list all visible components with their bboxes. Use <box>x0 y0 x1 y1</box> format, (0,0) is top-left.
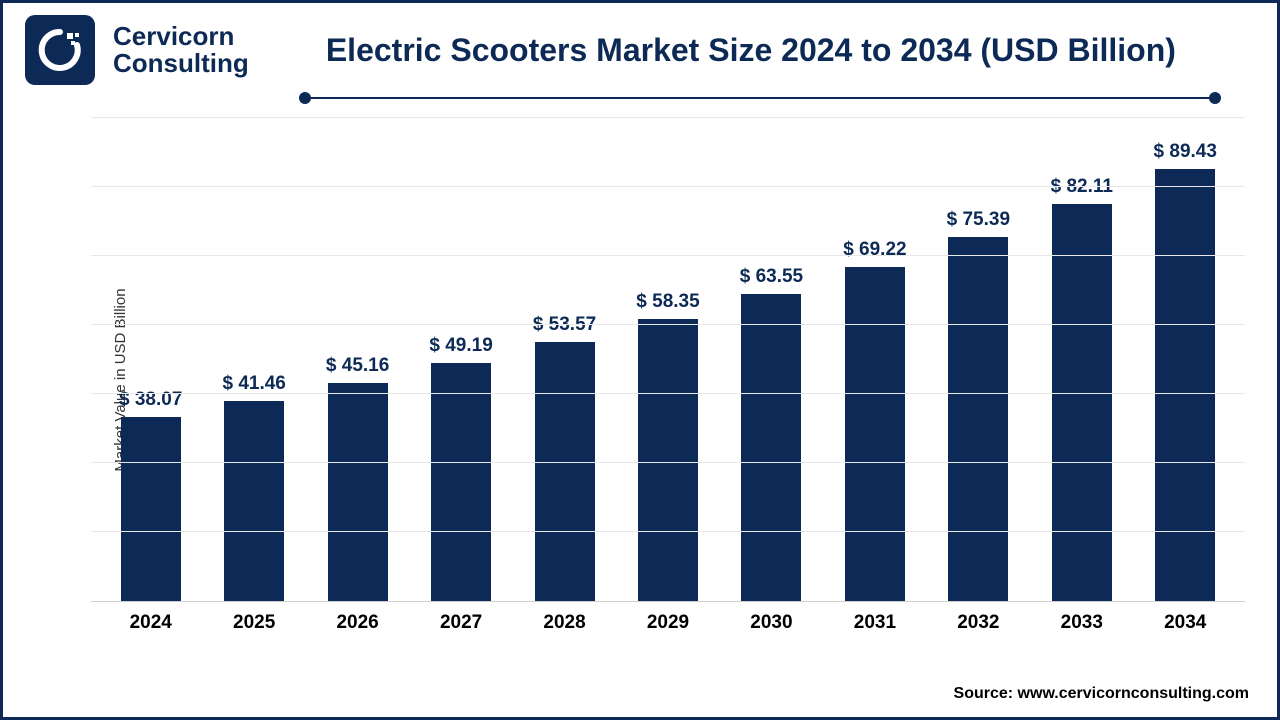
bar <box>638 319 698 601</box>
logo-box <box>25 15 95 85</box>
bar-slot: $ 53.57 <box>513 118 616 601</box>
logo-text: Cervicorn Consulting <box>113 23 249 78</box>
bar <box>328 383 388 601</box>
source-text: Source: www.cervicornconsulting.com <box>954 685 1249 703</box>
bar-value-label: $ 69.22 <box>843 239 906 261</box>
grid-line <box>91 186 1245 187</box>
bar-value-label: $ 63.55 <box>740 266 803 288</box>
chart-title: Electric Scooters Market Size 2024 to 20… <box>267 32 1255 69</box>
logo-line2: Consulting <box>113 50 249 77</box>
grid-line <box>91 255 1245 256</box>
bar-slot: $ 49.19 <box>409 118 512 601</box>
divider-dot-right <box>1209 92 1221 104</box>
grid-line <box>91 117 1245 118</box>
logo-icon <box>37 27 83 73</box>
divider-dot-left <box>299 92 311 104</box>
bar-value-label: $ 53.57 <box>533 314 596 336</box>
bar-slot: $ 75.39 <box>927 118 1030 601</box>
x-axis-label: 2032 <box>927 612 1030 634</box>
bar-value-label: $ 49.19 <box>429 335 492 357</box>
bar <box>535 342 595 601</box>
bar-slot: $ 58.35 <box>616 118 719 601</box>
x-axis-label: 2033 <box>1030 612 1133 634</box>
bar <box>431 363 491 601</box>
bar <box>1052 204 1112 601</box>
bar-slot: $ 82.11 <box>1030 118 1133 601</box>
x-axis-label: 2030 <box>720 612 823 634</box>
bar-value-label: $ 75.39 <box>947 209 1010 231</box>
bar-value-label: $ 82.11 <box>1051 176 1113 198</box>
grid-line <box>91 393 1245 394</box>
grid-line <box>91 324 1245 325</box>
bar <box>948 237 1008 601</box>
bar-value-label: $ 45.16 <box>326 355 389 377</box>
bar <box>224 401 284 601</box>
chart-area: Market Value in USD Billion $ 38.07$ 41.… <box>61 118 1245 642</box>
bar-value-label: $ 41.46 <box>222 373 285 395</box>
chart-frame: Cervicorn Consulting Electric Scooters M… <box>0 0 1280 720</box>
logo-line1: Cervicorn <box>113 23 249 50</box>
grid-line <box>91 531 1245 532</box>
bar-slot: $ 89.43 <box>1134 118 1237 601</box>
bar <box>121 417 181 601</box>
bar-slot: $ 38.07 <box>99 118 202 601</box>
x-axis-label: 2029 <box>616 612 719 634</box>
bar-value-label: $ 89.43 <box>1154 141 1217 163</box>
bar <box>1155 169 1215 601</box>
bar-slot: $ 69.22 <box>823 118 926 601</box>
header: Cervicorn Consulting Electric Scooters M… <box>25 15 1255 85</box>
x-axis-label: 2024 <box>99 612 202 634</box>
plot-region: $ 38.07 $ 41.46 $ 45.16 $ 49.19 $ 53.57 $ 58.… <box>91 118 1245 602</box>
x-axis-label: 2031 <box>823 612 926 634</box>
bar-slot: $ 45.16 <box>306 118 409 601</box>
title-divider <box>305 93 1215 103</box>
x-axis-label: 2025 <box>202 612 305 634</box>
bar-value-label: $ 58.35 <box>636 291 699 313</box>
bars-container: $ 38.07 $ 41.46 $ 45.16 $ 49.19 $ 53.57 $ 58.… <box>91 118 1245 601</box>
x-axis-label: 2026 <box>306 612 409 634</box>
bar <box>845 267 905 601</box>
x-axis-label: 2028 <box>513 612 616 634</box>
bar <box>741 294 801 601</box>
x-axis-label: 2027 <box>409 612 512 634</box>
bar-slot: $ 63.55 <box>720 118 823 601</box>
x-axis-label: 2034 <box>1134 612 1237 634</box>
divider-line <box>305 97 1215 99</box>
grid-line <box>91 462 1245 463</box>
bar-slot: $ 41.46 <box>202 118 305 601</box>
x-axis: 2024202520262027202820292030203120322033… <box>91 604 1245 642</box>
